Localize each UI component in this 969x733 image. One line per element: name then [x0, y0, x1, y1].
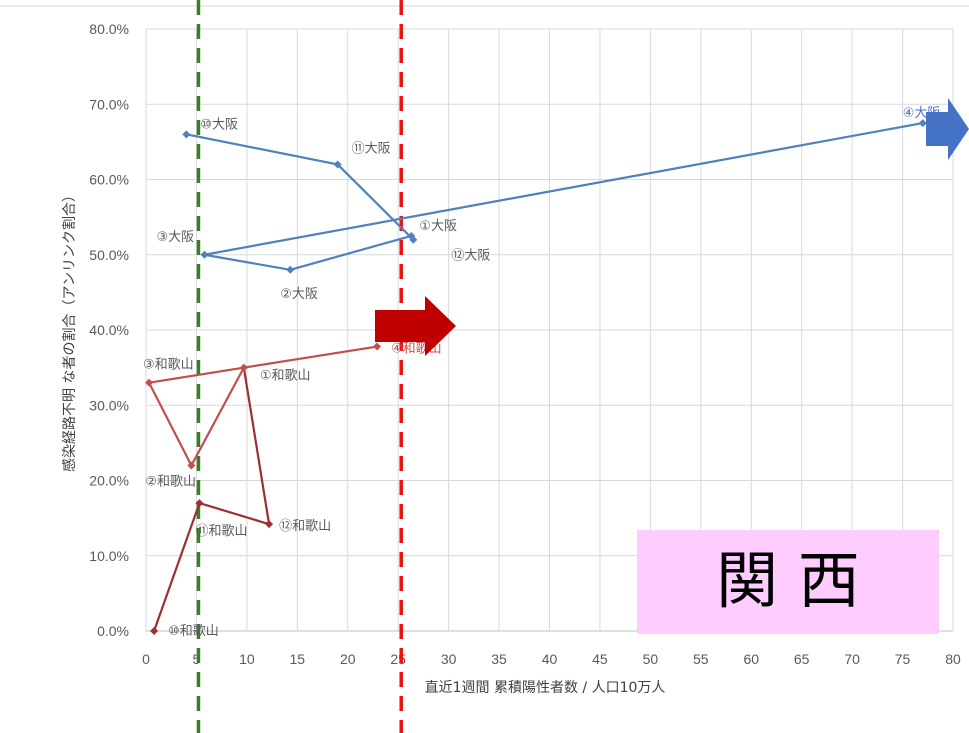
data-point: [407, 231, 416, 240]
data-label: ③和歌山: [143, 358, 194, 373]
y-axis-title: 感染経路不明 な者の割合（アンリンク割合）: [61, 188, 78, 472]
threshold-lines: [196, 0, 403, 733]
x-tick-label: 30: [441, 651, 457, 667]
y-axis-ticks: 0.0% 10.0% 20.0% 30.0% 40.0% 50.0% 60.0% 70.0% 8…: [89, 21, 129, 639]
x-tick-label: 45: [592, 651, 608, 667]
x-axis-title: 直近1週間 累積陽性者数 / 人口10万人: [425, 679, 666, 696]
data-point: [145, 378, 154, 387]
y-tick-label: 40.0%: [89, 322, 129, 338]
data-point: [239, 363, 248, 372]
data-label: ⑫和歌山: [279, 519, 331, 534]
y-tick-label: 80.0%: [89, 21, 129, 37]
x-tick-label: 25: [390, 651, 406, 667]
y-tick-label: 60.0%: [89, 172, 129, 188]
grid: [145, 28, 954, 632]
x-tick-label: 55: [693, 651, 709, 667]
series-layer: [145, 119, 927, 635]
y-tick-label: 0.0%: [97, 623, 129, 639]
series-segment: [148, 345, 378, 384]
series-segment: [186, 133, 338, 166]
x-tick-label: 80: [945, 651, 961, 667]
y-tick-label: 50.0%: [89, 247, 129, 263]
series-segment: [204, 253, 291, 271]
data-point: [200, 250, 209, 259]
series-segment: [190, 367, 245, 466]
data-point: [373, 342, 382, 351]
data-point: [150, 627, 159, 635]
series-segment: [153, 502, 201, 632]
data-label: ⑪和歌山: [195, 524, 247, 539]
x-tick-label: 60: [743, 651, 759, 667]
x-axis-ticks: 0 5 10 15 20 25 30 35 40 45 50 55 60 65 70 75 80: [142, 651, 961, 667]
data-point: [187, 461, 196, 470]
data-label: ②大阪: [280, 287, 318, 302]
x-tick-label: 75: [895, 651, 911, 667]
x-tick-label: 10: [239, 651, 255, 667]
x-tick-label: 70: [844, 651, 860, 667]
y-tick-label: 20.0%: [89, 473, 129, 489]
series-segment: [199, 502, 270, 526]
data-label: ⑩和歌山: [168, 624, 219, 639]
data-label: ②和歌山: [145, 474, 196, 489]
x-tick-label: 15: [290, 651, 306, 667]
x-tick-label: 35: [491, 651, 507, 667]
series-segment: [242, 367, 271, 525]
data-label: ⑪大阪: [352, 141, 391, 156]
x-tick-label: 65: [794, 651, 810, 667]
data-label: ⑫大阪: [451, 249, 490, 264]
region-label-box: [637, 530, 939, 634]
data-label: ①和歌山: [260, 369, 311, 384]
data-point: [195, 499, 204, 508]
data-point: [918, 119, 927, 128]
series-segment: [204, 121, 923, 256]
data-point: [286, 265, 295, 274]
y-tick-label: 30.0%: [89, 397, 129, 413]
blue-arrow-icon: [926, 98, 969, 160]
data-point: [333, 160, 342, 169]
x-tick-label: 20: [340, 651, 356, 667]
series-segment: [336, 163, 415, 241]
y-tick-label: 10.0%: [89, 548, 129, 564]
data-point: [182, 130, 191, 139]
data-label: ③大阪: [157, 230, 195, 245]
region-label: 関 西: [716, 544, 860, 617]
x-tick-label: 5: [193, 651, 201, 667]
x-tick-label: 0: [142, 651, 150, 667]
red-arrow-icon: [375, 296, 456, 356]
data-label: ⑩大阪: [200, 117, 238, 132]
series-segment: [289, 234, 412, 271]
series-segment: [148, 382, 193, 466]
data-label: ①大阪: [419, 219, 457, 234]
y-tick-label: 70.0%: [89, 96, 129, 112]
x-tick-label: 50: [643, 651, 659, 667]
x-tick-label: 40: [542, 651, 558, 667]
data-point: [265, 520, 274, 529]
